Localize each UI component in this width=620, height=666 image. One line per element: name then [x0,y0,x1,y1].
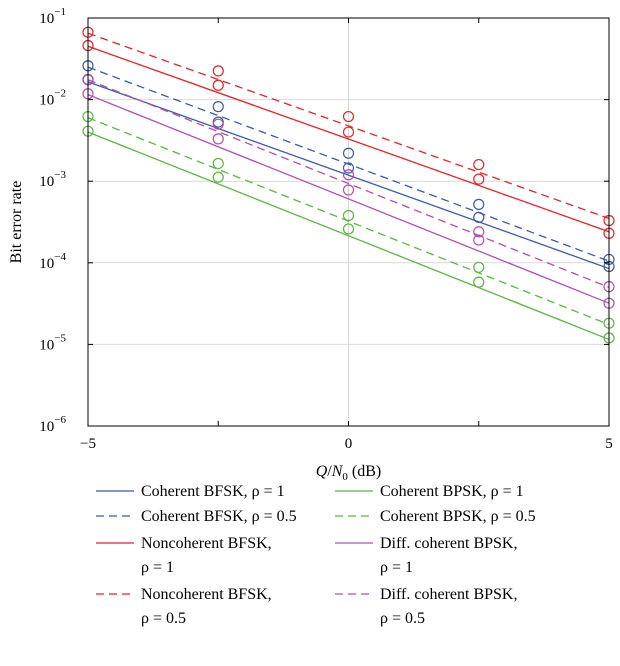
series-marker [473,261,485,273]
y-tick-label: 10−1 [39,6,66,27]
series-marker [473,226,485,238]
series-marker [342,223,355,235]
legend-label-line2: ρ = 1 [141,559,174,576]
series-line [87,32,610,220]
series-line [87,94,610,304]
series-marker [212,171,224,183]
x-axis-title-unit: (dB) [352,463,381,480]
legend-item: Coherent BFSK, ρ = 1 [96,483,285,500]
legend-label: Diff. coherent BPSK, [380,535,517,552]
series-marker [342,169,355,181]
grid [87,17,610,427]
y-tick-label: 10−2 [39,88,66,109]
y-tick-label: 10−5 [39,332,66,353]
series-marker [342,147,355,159]
series-marker [473,198,485,210]
x-tick-label: 5 [605,436,613,452]
series-marker [212,101,224,113]
x-axis-title-slash: / [327,463,332,480]
series-line [87,66,610,262]
series-marker [473,276,485,288]
legend-label: Coherent BFSK, ρ = 1 [141,483,285,500]
legend-item: Noncoherent BFSK, ρ = 1 [96,535,272,576]
series-marker [212,133,224,145]
series-marker [342,110,355,123]
y-tick-label: 10−6 [39,414,66,435]
legend-item: Diff. coherent BPSK, ρ = 1 [335,535,517,576]
x-axis-title-n: N [331,463,344,480]
legend-label: Noncoherent BFSK, [141,535,272,552]
x-axis-title: Q/N0 (dB) [316,463,382,483]
series-marker [212,157,224,170]
x-tick-label: −5 [80,436,96,452]
x-tick-label: 0 [345,436,353,452]
series-marker [212,118,224,130]
series-marker [212,65,224,77]
axis-ticks: 10−1 10−2 10−3 10−4 10−5 10−6 −5 0 5 [39,6,612,452]
series-marker [342,209,355,222]
legend-label: Coherent BFSK, ρ = 0.5 [141,508,297,525]
series-marker [342,162,355,174]
legend-label: Diff. coherent BPSK, [380,586,517,603]
x-axis-title-q: Q [316,463,328,480]
series-line [87,81,610,270]
legend: Coherent BFSK, ρ = 1 Coherent BPSK, ρ = 1… [96,483,536,627]
legend-label-line2: ρ = 0.5 [141,610,186,627]
series-marker [473,173,485,185]
series-line [87,45,610,233]
legend-label-line2: ρ = 0.5 [380,610,425,627]
y-axis-title: Bit error rate [8,181,25,264]
y-tick-label: 10−3 [39,169,66,190]
series-marker [342,126,355,138]
series-line [87,79,610,288]
legend-label-line2: ρ = 1 [380,559,413,576]
legend-item: Coherent BPSK, ρ = 1 [335,483,524,500]
series-line [87,131,610,341]
legend-item: Coherent BPSK, ρ = 0.5 [335,508,536,525]
x-axis-title-sub: 0 [342,471,348,483]
legend-item: Diff. coherent BPSK, ρ = 0.5 [335,586,517,627]
series-marker [342,184,355,196]
y-tick-label: 10−4 [39,251,66,272]
series-marker [473,158,485,171]
legend-item: Coherent BFSK, ρ = 0.5 [96,508,297,525]
legend-label: Noncoherent BFSK, [141,586,272,603]
legend-label: Coherent BPSK, ρ = 0.5 [380,508,536,525]
series-line [87,117,610,326]
series-layer [82,26,615,344]
legend-label: Coherent BPSK, ρ = 1 [380,483,524,500]
series-marker [212,79,224,91]
legend-item: Noncoherent BFSK, ρ = 0.5 [96,586,272,627]
